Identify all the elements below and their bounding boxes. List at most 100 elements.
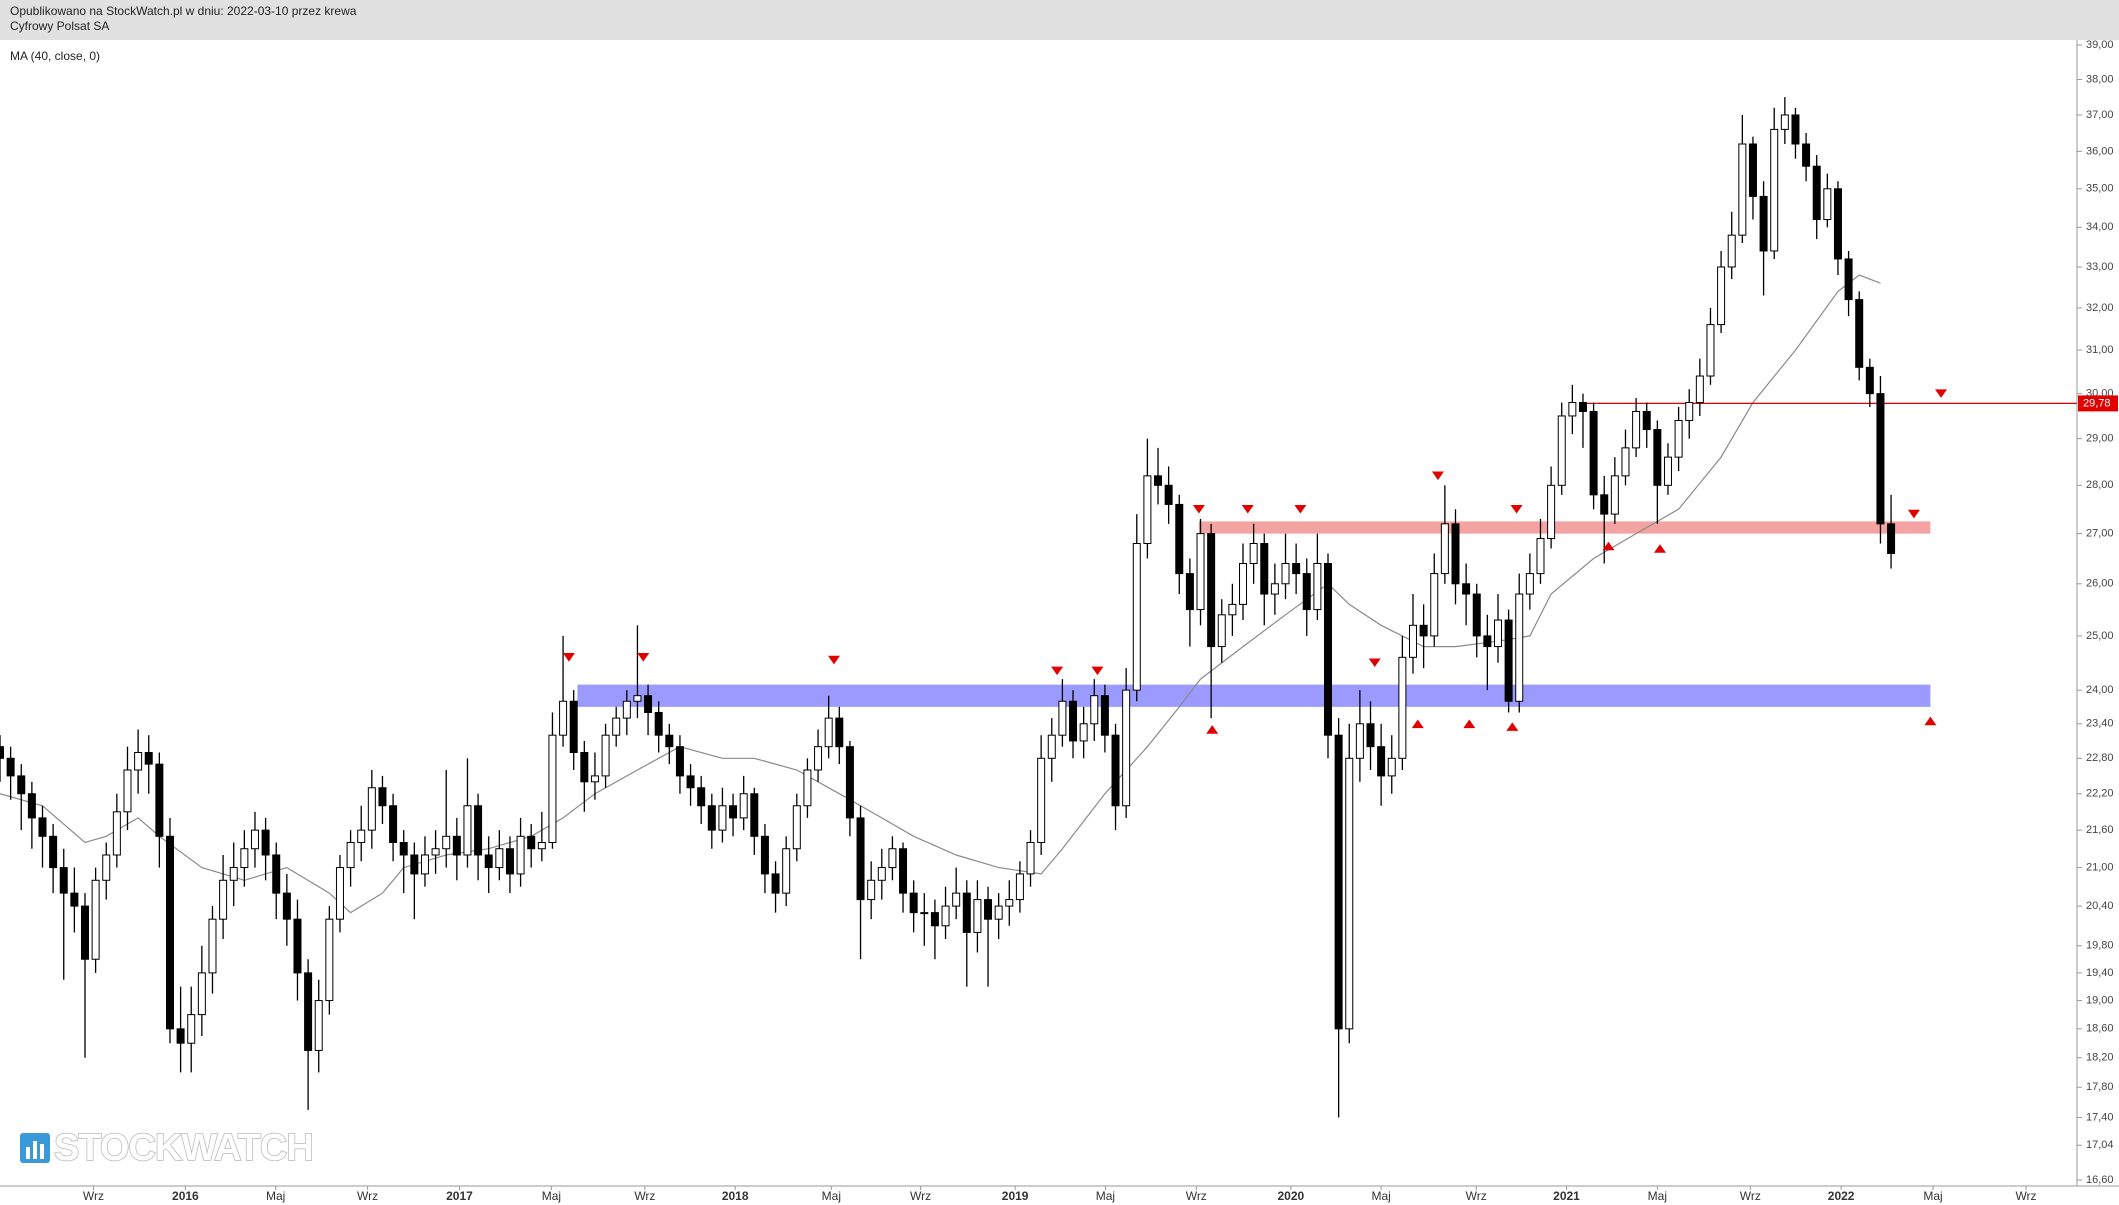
candle-body <box>1207 533 1216 648</box>
signal-marker <box>1368 658 1381 668</box>
candle-body <box>1313 562 1322 611</box>
candle-body <box>1642 410 1651 431</box>
x-tick-label: Wrz <box>1466 1189 1487 1203</box>
candle-body <box>431 848 440 856</box>
candle-body <box>1217 614 1226 648</box>
candle-body <box>1398 656 1407 759</box>
logo-text: STOCKWATCH <box>54 1127 313 1169</box>
zone <box>1198 521 1931 534</box>
candle-body <box>760 835 769 875</box>
candle-body <box>1270 583 1279 595</box>
candle-body <box>1451 523 1460 585</box>
candle-body <box>442 835 451 850</box>
candle-body <box>505 848 514 875</box>
candle-body <box>261 829 270 856</box>
y-tick-label: 34,00 <box>2086 221 2114 233</box>
x-tick-label: Wrz <box>83 1189 104 1203</box>
signal-marker <box>637 653 650 662</box>
candle-body <box>474 805 483 856</box>
candle-body <box>1844 258 1853 301</box>
candle-body <box>1185 573 1194 611</box>
candle-body <box>644 695 653 713</box>
y-tick-label: 17,04 <box>2086 1139 2114 1151</box>
candle-body <box>633 695 642 702</box>
candle-body <box>537 842 546 850</box>
candle-body <box>59 867 68 894</box>
y-tick-label: 37,00 <box>2086 109 2114 121</box>
candle-body <box>27 793 36 819</box>
x-tick-label: 2020 <box>1277 1189 1304 1203</box>
candle-body <box>1578 402 1587 412</box>
candle-body <box>314 1000 323 1051</box>
candle-body <box>1589 410 1598 496</box>
candle-body <box>1249 543 1258 564</box>
logo-icon-bar <box>26 1147 30 1159</box>
candle-body <box>1663 456 1672 486</box>
candle-body <box>686 775 695 789</box>
candle-body <box>155 763 164 837</box>
candle-body <box>1472 593 1481 637</box>
candle-body <box>70 892 79 907</box>
price-tag <box>2078 395 2118 412</box>
signal-marker <box>1924 716 1937 726</box>
y-tick-label: 27,00 <box>2086 528 2114 540</box>
candle-body <box>962 892 971 933</box>
candle-body <box>1377 746 1386 777</box>
candle-body <box>792 805 801 850</box>
signal-marker <box>1241 504 1254 514</box>
candle-body <box>1876 393 1885 525</box>
candle-body <box>1674 419 1683 458</box>
x-tick-label: Maj <box>822 1189 841 1203</box>
candle-body <box>909 892 918 914</box>
candle-body <box>1005 899 1014 907</box>
candle-body <box>357 829 366 844</box>
candle-body <box>1239 562 1248 605</box>
candle-body <box>1069 700 1078 742</box>
logo-icon-bar <box>33 1141 37 1159</box>
candle-body <box>219 879 228 920</box>
candle-body <box>1653 429 1662 486</box>
candle-body <box>1037 757 1046 844</box>
candle-body <box>1100 695 1109 736</box>
y-tick-label: 33,00 <box>2086 261 2114 273</box>
candle-body <box>1324 562 1333 736</box>
candle-body <box>452 835 461 856</box>
y-tick-label: 21,60 <box>2086 824 2114 836</box>
candle-body <box>1462 583 1471 595</box>
candle-body <box>973 899 982 933</box>
candle-body <box>527 835 536 850</box>
candle-body <box>718 805 727 831</box>
candle-body <box>1047 734 1056 759</box>
x-tick-label: Wrz <box>910 1189 931 1203</box>
candle-body <box>346 842 355 869</box>
candle-body <box>1568 402 1577 417</box>
signal-marker <box>1091 666 1104 676</box>
candle-body <box>920 912 929 915</box>
candle-body <box>80 905 89 960</box>
candle-body <box>17 775 26 795</box>
candle-body <box>49 835 58 869</box>
candle-body <box>1727 234 1736 268</box>
x-tick-label: 2017 <box>446 1189 473 1203</box>
x-tick-label: 2022 <box>1828 1189 1855 1203</box>
candle-body <box>91 879 100 960</box>
candle-body <box>856 817 865 901</box>
candle-body <box>1408 624 1417 658</box>
candle-body <box>1780 114 1789 130</box>
y-tick-label: 23,40 <box>2086 718 2114 730</box>
candle-body <box>1154 475 1163 486</box>
signal-marker <box>1463 719 1476 729</box>
candle-body <box>1143 475 1152 545</box>
signal-marker <box>1294 504 1307 514</box>
candle-body <box>1685 402 1694 421</box>
candle-body <box>930 912 939 927</box>
candle-body <box>144 751 153 765</box>
candle-body <box>389 805 398 844</box>
candle-body <box>1355 723 1364 759</box>
x-tick-label: 2016 <box>172 1189 199 1203</box>
x-tick-label: 2018 <box>722 1189 749 1203</box>
candle-body <box>325 918 334 1002</box>
candle-body <box>1111 734 1120 807</box>
candle-body <box>1706 324 1715 377</box>
candle-body <box>1132 543 1141 691</box>
